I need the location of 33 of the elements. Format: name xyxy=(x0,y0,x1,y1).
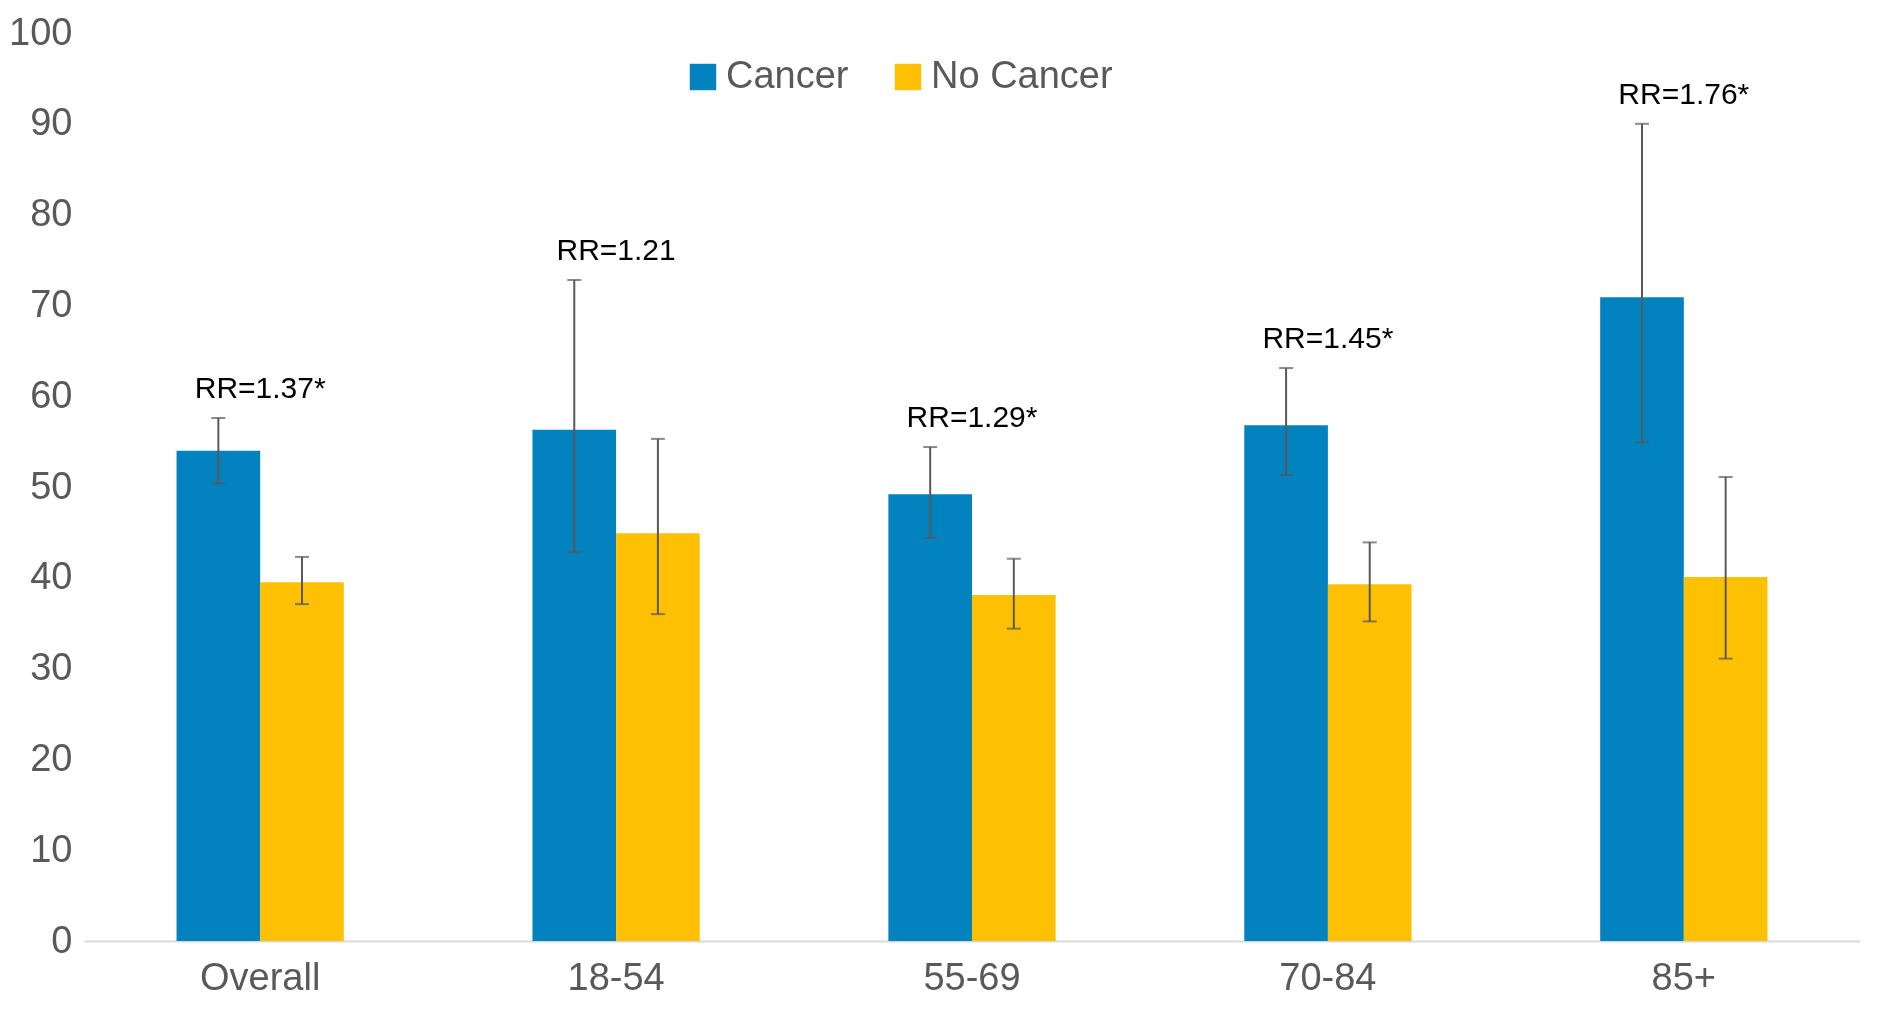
y-tick-label: 40 xyxy=(30,555,73,598)
bar xyxy=(1327,584,1412,941)
bar xyxy=(1600,297,1684,941)
annotation: RR=1.29* xyxy=(906,400,1038,434)
bar xyxy=(260,582,344,941)
bar xyxy=(176,450,261,941)
annotation: RR=1.21 xyxy=(556,232,676,266)
x-tick-label: 85+ xyxy=(1651,955,1717,998)
x-tick-label: 18-54 xyxy=(567,955,665,998)
bar xyxy=(532,429,617,941)
y-tick-label: 60 xyxy=(30,373,73,416)
y-tick-label: 70 xyxy=(30,282,73,325)
annotation: RR=1.76* xyxy=(1618,76,1750,110)
annotation: RR=1.37* xyxy=(194,370,326,404)
y-tick-label: 80 xyxy=(30,192,73,235)
y-tick-label: 10 xyxy=(30,827,73,870)
annotation: RR=1.45* xyxy=(1262,321,1394,355)
bar xyxy=(888,494,972,941)
legend-label: Cancer xyxy=(726,54,849,96)
bar xyxy=(616,533,700,941)
legend-label: No Cancer xyxy=(931,54,1113,96)
x-tick-label: 70-84 xyxy=(1279,955,1377,998)
bar xyxy=(1683,576,1768,941)
y-tick-label: 100 xyxy=(9,10,73,53)
y-tick-label: 0 xyxy=(51,918,73,961)
bar xyxy=(972,595,1056,941)
bar xyxy=(1244,425,1328,941)
x-tick-label: 55-69 xyxy=(923,955,1021,998)
y-tick-label: 30 xyxy=(30,646,73,689)
y-tick-label: 20 xyxy=(30,736,73,779)
y-tick-label: 50 xyxy=(30,464,73,507)
y-tick-label: 90 xyxy=(30,101,73,144)
x-tick-label: Overall xyxy=(199,955,321,998)
